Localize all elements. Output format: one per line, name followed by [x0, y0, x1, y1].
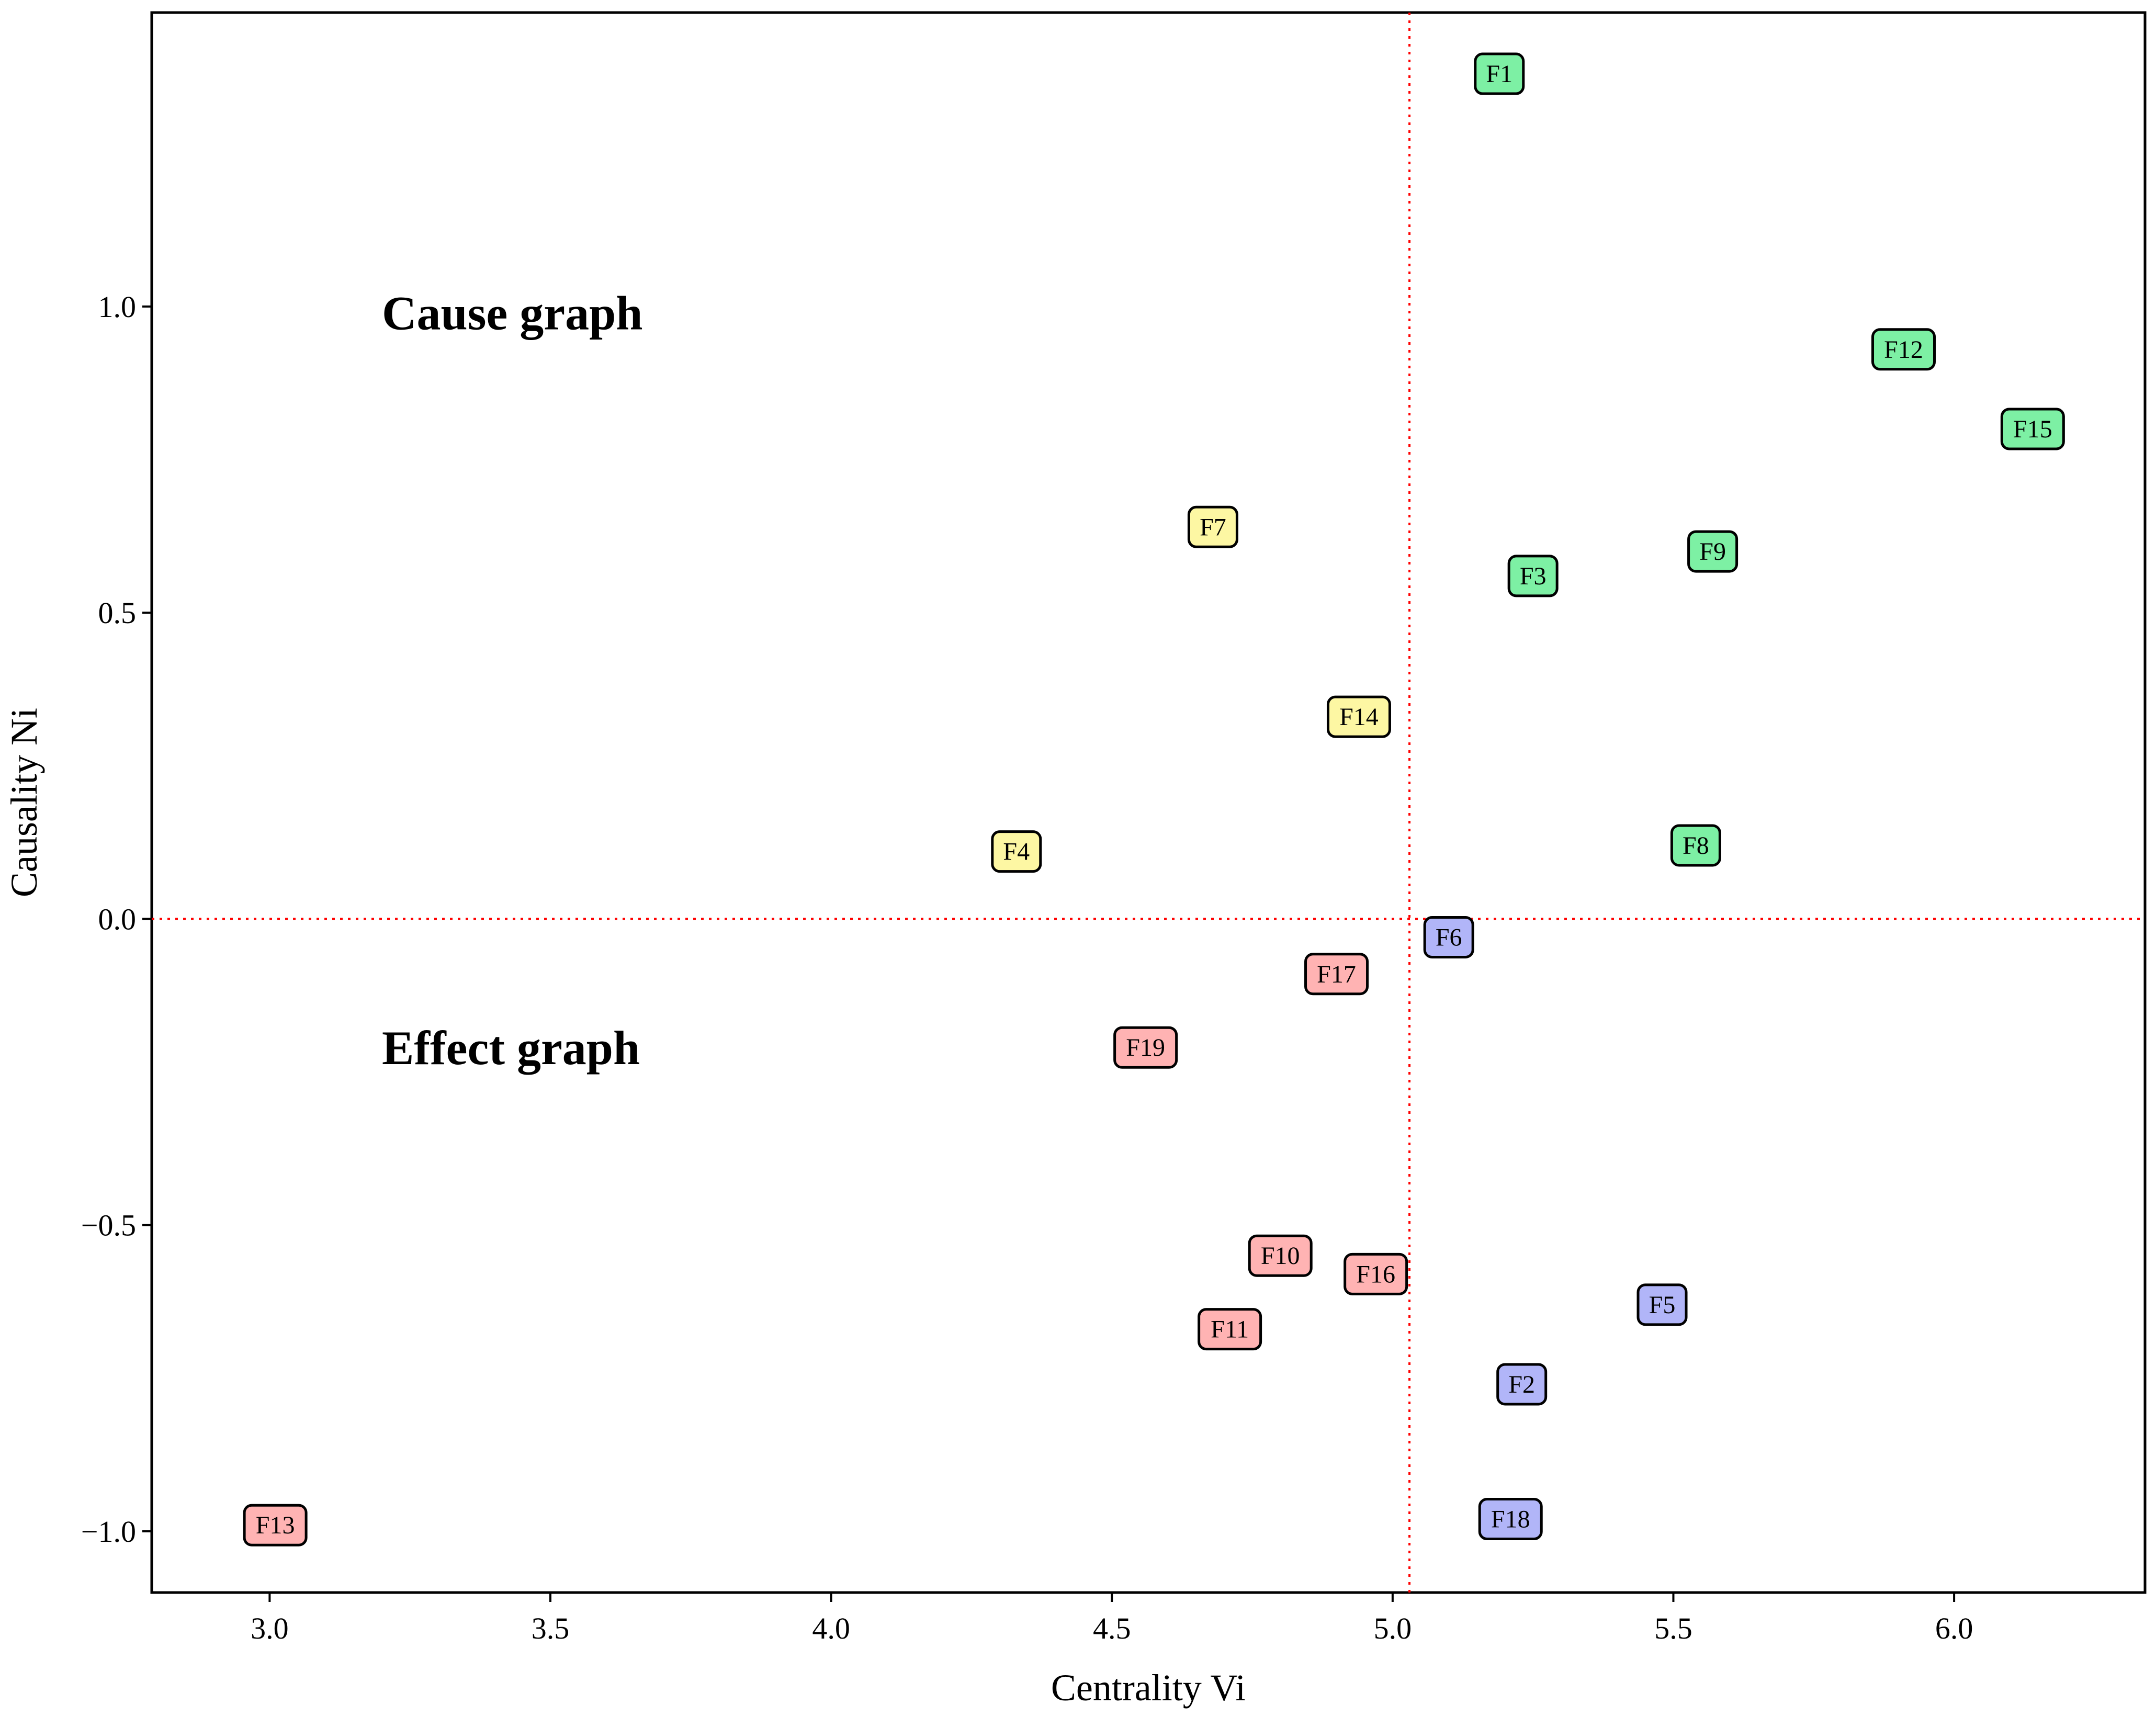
point-label: F15: [2013, 415, 2052, 443]
cause-graph-annotation: Cause graph: [382, 287, 642, 340]
data-point-f3: F3: [1507, 555, 1559, 597]
point-marker: [1507, 555, 1559, 597]
plot-frame: [150, 11, 2147, 1594]
effect-graph-annotation: Effect graph: [382, 1021, 640, 1075]
point-label: F5: [1649, 1291, 1676, 1319]
data-point-f19: F19: [1113, 1026, 1178, 1069]
point-label: F4: [1003, 838, 1030, 866]
data-point-f9: F9: [1687, 530, 1739, 573]
x-tick-label: 4.5: [1093, 1611, 1131, 1645]
point-marker: [1423, 916, 1474, 959]
y-tick-label: −1.0: [81, 1515, 136, 1549]
data-point-f17: F17: [1304, 953, 1369, 996]
x-tick-label: 5.5: [1654, 1611, 1692, 1645]
point-marker: [991, 830, 1042, 873]
y-tick-label: −0.5: [81, 1209, 136, 1243]
point-marker: [1496, 1363, 1548, 1406]
y-tick-label: 0.0: [98, 902, 137, 936]
data-point-f11: F11: [1198, 1308, 1262, 1351]
point-marker: [1670, 824, 1721, 867]
x-tick-label: 4.0: [812, 1611, 850, 1645]
point-marker: [1248, 1234, 1313, 1277]
point-label: F1: [1486, 60, 1512, 88]
point-label: F18: [1491, 1506, 1530, 1533]
data-point-f12: F12: [1871, 328, 1936, 371]
data-point-f18: F18: [1478, 1498, 1543, 1541]
data-point-f1: F1: [1474, 52, 1525, 95]
data-point-f7: F7: [1187, 505, 1238, 548]
point-label: F3: [1520, 562, 1547, 590]
point-label: F19: [1126, 1034, 1165, 1062]
y-axis-label: Causality Ni: [3, 708, 45, 897]
point-label: F14: [1339, 703, 1379, 731]
point-marker: [1636, 1283, 1688, 1326]
y-tick-label: 1.0: [98, 290, 137, 324]
data-point-f2: F2: [1496, 1363, 1548, 1406]
point-label: F16: [1356, 1260, 1395, 1288]
y-tick-label: 0.5: [98, 596, 137, 630]
point-label: F12: [1884, 336, 1923, 364]
data-point-f4: F4: [991, 830, 1042, 873]
point-marker: [1187, 505, 1238, 548]
x-tick-label: 6.0: [1935, 1611, 1973, 1645]
point-label: F2: [1508, 1371, 1535, 1398]
point-label: F11: [1211, 1316, 1249, 1344]
x-tick-label: 3.5: [532, 1611, 570, 1645]
data-point-f6: F6: [1423, 916, 1474, 959]
point-label: F7: [1200, 513, 1226, 541]
point-marker: [1474, 52, 1525, 95]
data-point-f16: F16: [1344, 1252, 1408, 1295]
x-tick-label: 5.0: [1374, 1611, 1412, 1645]
data-point-f13: F13: [243, 1504, 308, 1546]
data-point-f14: F14: [1326, 695, 1391, 738]
point-marker: [1871, 328, 1936, 371]
point-marker: [1478, 1498, 1543, 1541]
x-axis-label: Centrality Vi: [1051, 1667, 1246, 1709]
y-axis-ticks: 1.0 0.5 0.0 −0.5 −1.0: [81, 290, 152, 1549]
x-axis-ticks: 3.0 3.5 4.0 4.5 5.0 5.5 6.0: [251, 1593, 1973, 1645]
point-marker: [1113, 1026, 1178, 1069]
point-label: F8: [1683, 832, 1709, 860]
data-point-f5: F5: [1636, 1283, 1688, 1326]
data-points: F1 F12 F15 F7 F9 F3 F14 F4 F8 F6 F17 F19 F10 F16 F5 F11…: [243, 52, 2065, 1546]
point-marker: [1344, 1252, 1408, 1295]
point-label: F6: [1436, 924, 1462, 952]
data-point-f15: F15: [2000, 408, 2065, 450]
data-point-f8: F8: [1670, 824, 1721, 867]
point-marker: [1326, 695, 1391, 738]
point-marker: [243, 1504, 308, 1546]
point-marker: [1687, 530, 1739, 573]
point-marker: [1198, 1308, 1262, 1351]
point-label: F9: [1699, 538, 1726, 566]
point-label: F13: [256, 1511, 295, 1539]
data-point-f10: F10: [1248, 1234, 1313, 1277]
point-label: F17: [1317, 961, 1356, 988]
point-label: F10: [1261, 1242, 1300, 1270]
point-marker: [2000, 408, 2065, 450]
x-tick-label: 3.0: [251, 1611, 289, 1645]
point-marker: [1304, 953, 1369, 996]
